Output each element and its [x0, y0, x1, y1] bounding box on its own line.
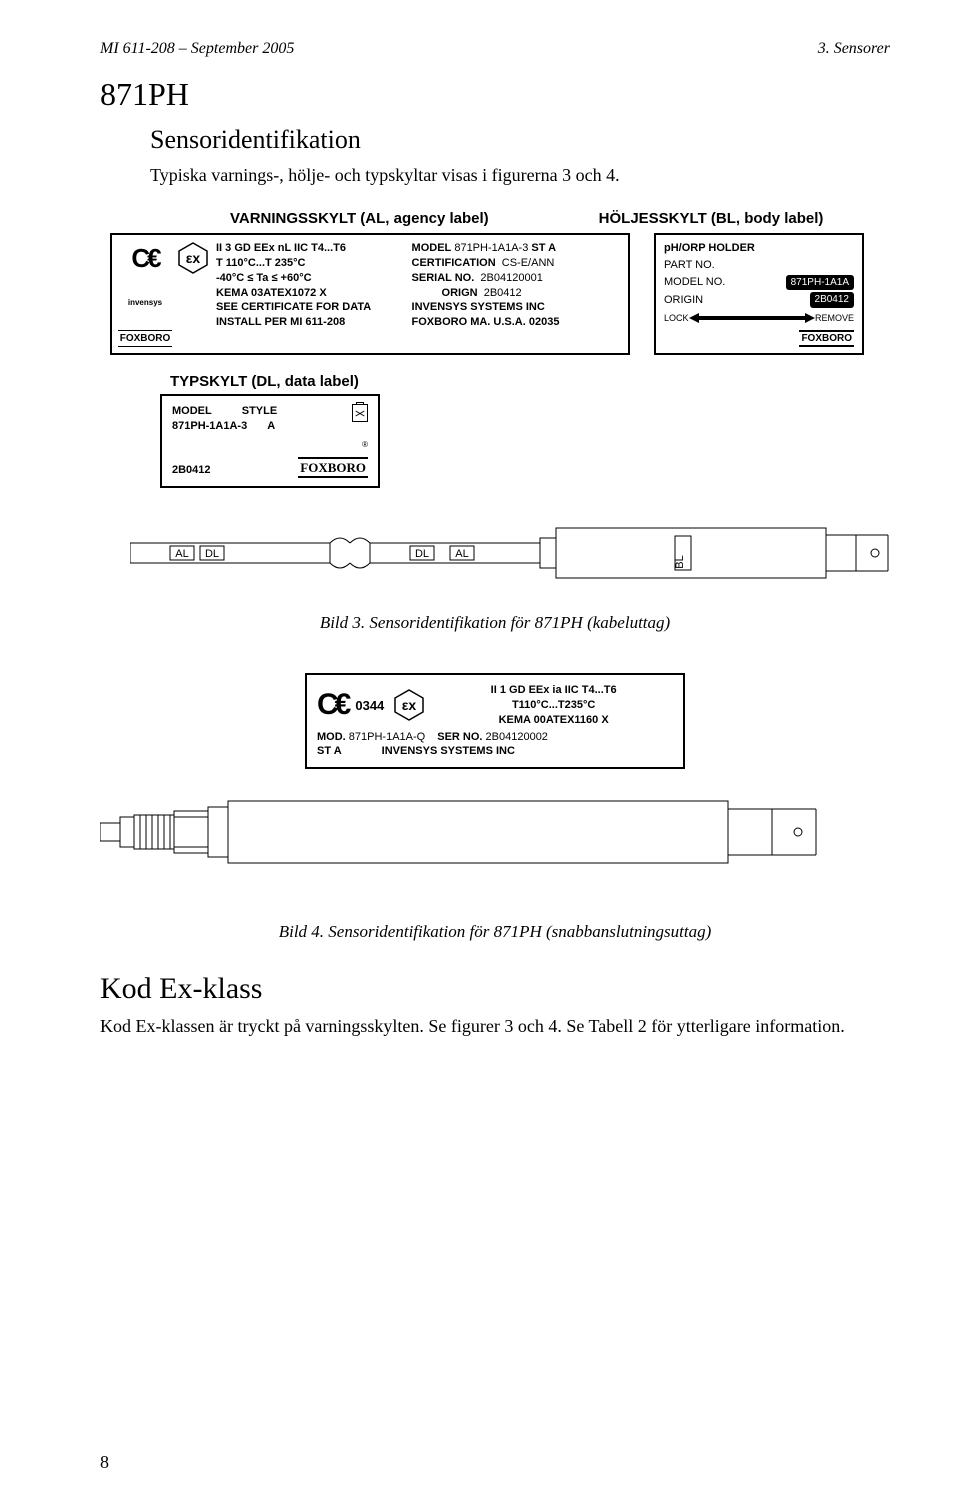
lbl-dl-1: DL — [205, 548, 219, 560]
label-headings: VARNINGSSKYLT (AL, agency label) HÖLJESS… — [230, 210, 890, 227]
page-header: MI 611-208 – September 2005 3. Sensorer — [100, 40, 890, 58]
agency-l4: KEMA 03ATEX1072 X — [216, 287, 327, 299]
ar-1a: MODEL — [412, 242, 452, 254]
c2-l3: KEMA 00ATEX1160 X — [499, 714, 609, 726]
bp-modelno-val: 871PH-1A1A — [786, 275, 854, 291]
ar-3a: SERIAL NO. — [412, 272, 475, 284]
sensor-quick-diagram — [100, 787, 820, 877]
c2-st: ST A — [317, 744, 342, 759]
header-left: MI 611-208 – September 2005 — [100, 40, 294, 58]
arrow-left-icon — [689, 313, 699, 323]
ar-1b: 871PH-1A1A-3 — [454, 242, 528, 254]
arrow-bar — [699, 316, 805, 320]
c2-inv: INVENSYS SYSTEMS INC — [382, 744, 515, 759]
agency-heading: VARNINGSSKYLT (AL, agency label) — [230, 210, 489, 227]
ar-2a: CERTIFICATION — [412, 257, 496, 269]
c2-l2: T110°C...T235°C — [512, 699, 595, 711]
lbl-dl-2: DL — [415, 548, 429, 560]
hexagon-icon-2: εx — [392, 688, 426, 722]
dp-model: 871PH-1A1A-3 — [172, 419, 247, 434]
data-plate-heading: TYPSKYLT (DL, data label) — [170, 373, 890, 390]
ar-1c: ST A — [531, 242, 556, 254]
agency-right-col: MODEL 871PH-1A1A-3 ST A CERTIFICATION CS… — [412, 241, 620, 347]
c2-num: 0344 — [355, 697, 384, 715]
reg-mark: ® — [362, 440, 368, 449]
section-title: Sensoridentifikation — [150, 125, 890, 155]
plates-row: C€ invensys FOXBORO εx II 3 GD EEx nL II… — [110, 233, 890, 355]
lbl-al-1: AL — [175, 548, 188, 560]
ar-4b: 2B0412 — [484, 287, 522, 299]
ar-4a: ORIGN — [442, 287, 478, 299]
agency-left-col: C€ invensys FOXBORO — [120, 241, 170, 347]
brand-invensys: invensys — [128, 298, 162, 309]
header-right: 3. Sensorer — [818, 40, 890, 58]
bp-lock: LOCK — [664, 312, 689, 324]
dp-style-h: STYLE — [242, 404, 277, 419]
intro-text: Typiska varnings-, hölje- och typskyltar… — [150, 165, 890, 186]
agency-plate: C€ invensys FOXBORO εx II 3 GD EEx nL II… — [110, 233, 630, 355]
weee-bin-icon — [352, 404, 368, 422]
ar-2b: CS-E/ANN — [502, 257, 555, 269]
lbl-al-2: AL — [455, 548, 468, 560]
c2-mod-v: 871PH-1A1A-Q — [349, 731, 425, 743]
body-heading: HÖLJESSKYLT (BL, body label) — [599, 210, 824, 227]
agency-mid-col: II 3 GD EEx nL IIC T4...T6 T 110°C...T 2… — [216, 241, 406, 347]
c2-l1: II 1 GD EEx ia IIC T4...T6 — [491, 684, 617, 696]
body-plate: pH/ORP HOLDER PART NO. MODEL NO. 871PH-1A… — [654, 233, 864, 355]
page-number: 8 — [100, 1452, 109, 1473]
c2-ser-v: 2B04120002 — [486, 731, 548, 743]
section2-text: Kod Ex-klassen är tryckt på varningsskyl… — [100, 1016, 890, 1037]
ce-mark: C€ — [131, 241, 158, 276]
bp-origin-val: 2B0412 — [810, 292, 854, 308]
lbl-bl: BL — [674, 555, 686, 568]
sensor-cable-diagram: AL DL DL AL BL — [130, 518, 890, 588]
agency-l1: II 3 GD EEx nL IIC T4...T6 — [216, 242, 346, 254]
dp-model-h: MODEL — [172, 404, 212, 419]
agency-l6: INSTALL PER MI 611-208 — [216, 316, 345, 328]
bp-brand: FOXBORO — [799, 330, 854, 348]
agency-l2: T 110°C...T 235°C — [216, 257, 306, 269]
dp-serial: 2B0412 — [172, 463, 211, 478]
dp-style: A — [267, 419, 275, 434]
ar-6: FOXBORO MA. U.S.A. 02035 — [412, 316, 560, 328]
bp-modelno: MODEL NO. — [664, 275, 725, 290]
ar-5: INVENSYS SYSTEMS INC — [412, 301, 545, 313]
svg-text:εx: εx — [402, 697, 417, 713]
agency-l5: SEE CERTIFICATE FOR DATA — [216, 301, 371, 313]
section2-title: Kod Ex-klass — [100, 972, 890, 1006]
page-title: 871PH — [100, 76, 890, 113]
brand-foxboro: FOXBORO — [118, 330, 173, 348]
svg-text:εx: εx — [186, 250, 201, 266]
c2-mod: MOD. — [317, 731, 346, 743]
bp-partno: PART NO. — [664, 258, 715, 273]
caption-1: Bild 3. Sensoridentifikation för 871PH (… — [100, 613, 890, 633]
caption-2: Bild 4. Sensoridentifikation för 871PH (… — [100, 922, 890, 942]
dp-brand: FOXBORO — [298, 457, 368, 479]
arrow-right-icon — [805, 313, 815, 323]
ex-hex-wrap: εx — [176, 241, 210, 347]
c2-ser: SER NO. — [437, 731, 482, 743]
bp-title: pH/ORP HOLDER — [664, 241, 755, 256]
cert-plate-2: C€ 0344 εx II 1 GD EEx ia IIC T4...T6 T1… — [305, 673, 685, 769]
agency-l3: -40°C ≤ Ta ≤ +60°C — [216, 272, 312, 284]
ar-3b: 2B04120001 — [480, 272, 542, 284]
bp-origin: ORIGIN — [664, 293, 703, 308]
lock-remove-arrow: LOCK REMOVE — [664, 312, 854, 324]
data-plate: MODEL STYLE 871PH-1A1A-3 A 2B0412 ® FOXBORO — [160, 394, 380, 488]
hexagon-icon: εx — [176, 241, 210, 275]
ce-mark-2: C€ — [317, 685, 347, 726]
bp-remove: REMOVE — [815, 312, 854, 324]
